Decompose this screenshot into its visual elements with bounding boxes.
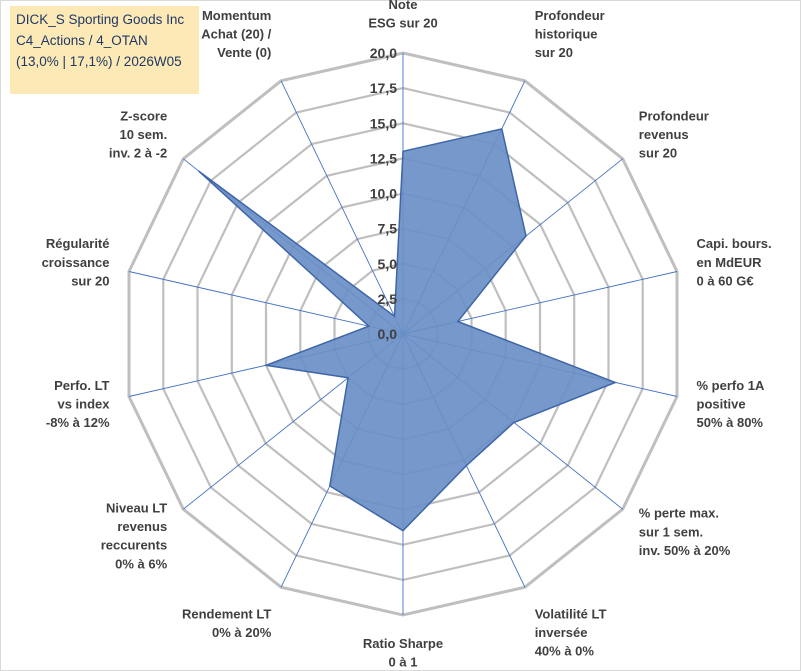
axis-label-1: Note ESG sur 20 bbox=[368, 0, 437, 30]
axis-label-12: Régularité croissance sur 20 bbox=[42, 236, 110, 288]
tick-label: 10,0 bbox=[370, 186, 397, 202]
axis-label-line: Capi. bours. bbox=[697, 236, 772, 251]
axis-label-8: Ratio Sharpe 0 à 1 bbox=[363, 636, 443, 670]
title-line-1: DICK_S Sporting Goods Inc bbox=[16, 12, 185, 27]
axis-label-line: historique bbox=[535, 26, 598, 41]
axis-spoke-12 bbox=[128, 271, 404, 335]
axis-label-layer: Note ESG sur 20 Profondeur historique sur 20… bbox=[42, 0, 772, 670]
tick-label: 12,5 bbox=[370, 150, 397, 166]
axis-label-4: Capi. bours. en MdEUR 0 à 60 G€ bbox=[697, 236, 772, 288]
axis-label-line: sur 20 bbox=[639, 146, 677, 161]
series-layer bbox=[198, 128, 618, 532]
axis-label-line: vs index bbox=[57, 397, 110, 412]
tick-label: 2,5 bbox=[378, 291, 398, 307]
axis-label-line: positive bbox=[697, 397, 746, 412]
tick-label: 20,0 bbox=[370, 45, 397, 61]
axis-label-line: 10 sem. bbox=[119, 127, 167, 142]
axis-label-line: % perte max. bbox=[639, 506, 719, 521]
axis-label-line: 40% à 0% bbox=[535, 644, 595, 659]
title-line-2: C4_Actions / 4_OTAN bbox=[16, 33, 148, 48]
axis-label-line: sur 1 sem. bbox=[639, 524, 703, 539]
tick-label: 17,5 bbox=[370, 80, 397, 96]
axis-label-14: Momentum Achat (20) / Vente (0) bbox=[201, 8, 271, 60]
axis-label-line: Note bbox=[389, 0, 418, 12]
axis-label-13: Z-score 10 sem. inv. 2 à -2 bbox=[109, 109, 167, 161]
tick-layer: 0,0 2,5 5,0 7,5 10,0 12,5 15,0 17,5 20,0 bbox=[370, 45, 397, 342]
axis-label-line: ESG sur 20 bbox=[368, 15, 437, 30]
axis-label-line: Profondeur bbox=[535, 8, 605, 23]
axis-label-3: Profondeur revenus sur 20 bbox=[639, 109, 709, 161]
axis-label-line: Perfo. LT bbox=[54, 378, 109, 393]
axis-label-line: 50% à 80% bbox=[697, 415, 764, 430]
tick-label: 15,0 bbox=[370, 115, 397, 131]
tick-label: 5,0 bbox=[378, 256, 398, 272]
series-area-1 bbox=[198, 128, 618, 532]
axis-label-line: Momentum bbox=[202, 8, 271, 23]
axis-label-6: % perte max. sur 1 sem. inv. 50% à 20% bbox=[639, 506, 731, 558]
chart-title-box: DICK_S Sporting Goods Inc C4_Actions / 4… bbox=[10, 6, 199, 94]
axis-label-line: inv. 50% à 20% bbox=[639, 543, 731, 558]
axis-label-2: Profondeur historique sur 20 bbox=[535, 8, 605, 60]
axis-label-line: 0% à 20% bbox=[212, 625, 272, 640]
axis-label-line: croissance bbox=[42, 255, 110, 270]
title-line-3: (13,0% | 17,1%) / 2026W05 bbox=[16, 54, 182, 69]
axis-label-line: Rendement LT bbox=[182, 606, 271, 621]
axis-label-7: Volatilité LT inversée 40% à 0% bbox=[535, 606, 607, 658]
axis-label-line: Profondeur bbox=[639, 109, 709, 124]
axis-label-line: Volatilité LT bbox=[535, 606, 607, 621]
axis-label-line: Z-score bbox=[120, 109, 167, 124]
axis-label-line: reccurents bbox=[101, 538, 167, 553]
axis-label-line: 0% à 6% bbox=[115, 556, 167, 571]
axis-label-line: revenus bbox=[117, 519, 167, 534]
axis-label-line: sur 20 bbox=[535, 45, 573, 60]
axis-label-line: Achat (20) / bbox=[201, 26, 271, 41]
axis-label-11: Perfo. LT vs index -8% à 12% bbox=[46, 378, 110, 430]
axis-label-line: 0 à 60 G€ bbox=[697, 273, 754, 288]
axis-spoke-14 bbox=[280, 80, 404, 335]
axis-label-line: en MdEUR bbox=[697, 255, 763, 270]
tick-label: 7,5 bbox=[378, 221, 398, 237]
axis-label-line: -8% à 12% bbox=[46, 415, 110, 430]
axis-label-line: inversée bbox=[535, 625, 588, 640]
axis-label-line: % perfo 1A bbox=[697, 378, 766, 393]
axis-label-9: Rendement LT 0% à 20% bbox=[182, 606, 272, 640]
axis-label-line: revenus bbox=[639, 127, 689, 142]
axis-label-line: Niveau LT bbox=[106, 501, 167, 516]
axis-label-line: Vente (0) bbox=[217, 45, 271, 60]
axis-label-line: 0 à 1 bbox=[389, 655, 418, 670]
axis-label-line: inv. 2 à -2 bbox=[109, 146, 167, 161]
axis-label-10: Niveau LT revenus reccurents 0% à 6% bbox=[101, 501, 168, 572]
axis-label-line: Régularité bbox=[46, 236, 110, 251]
axis-label-line: Ratio Sharpe bbox=[363, 636, 443, 651]
axis-label-line: sur 20 bbox=[71, 273, 109, 288]
tick-label: 0,0 bbox=[378, 326, 398, 342]
axis-label-5: % perfo 1A positive 50% à 80% bbox=[697, 378, 766, 430]
